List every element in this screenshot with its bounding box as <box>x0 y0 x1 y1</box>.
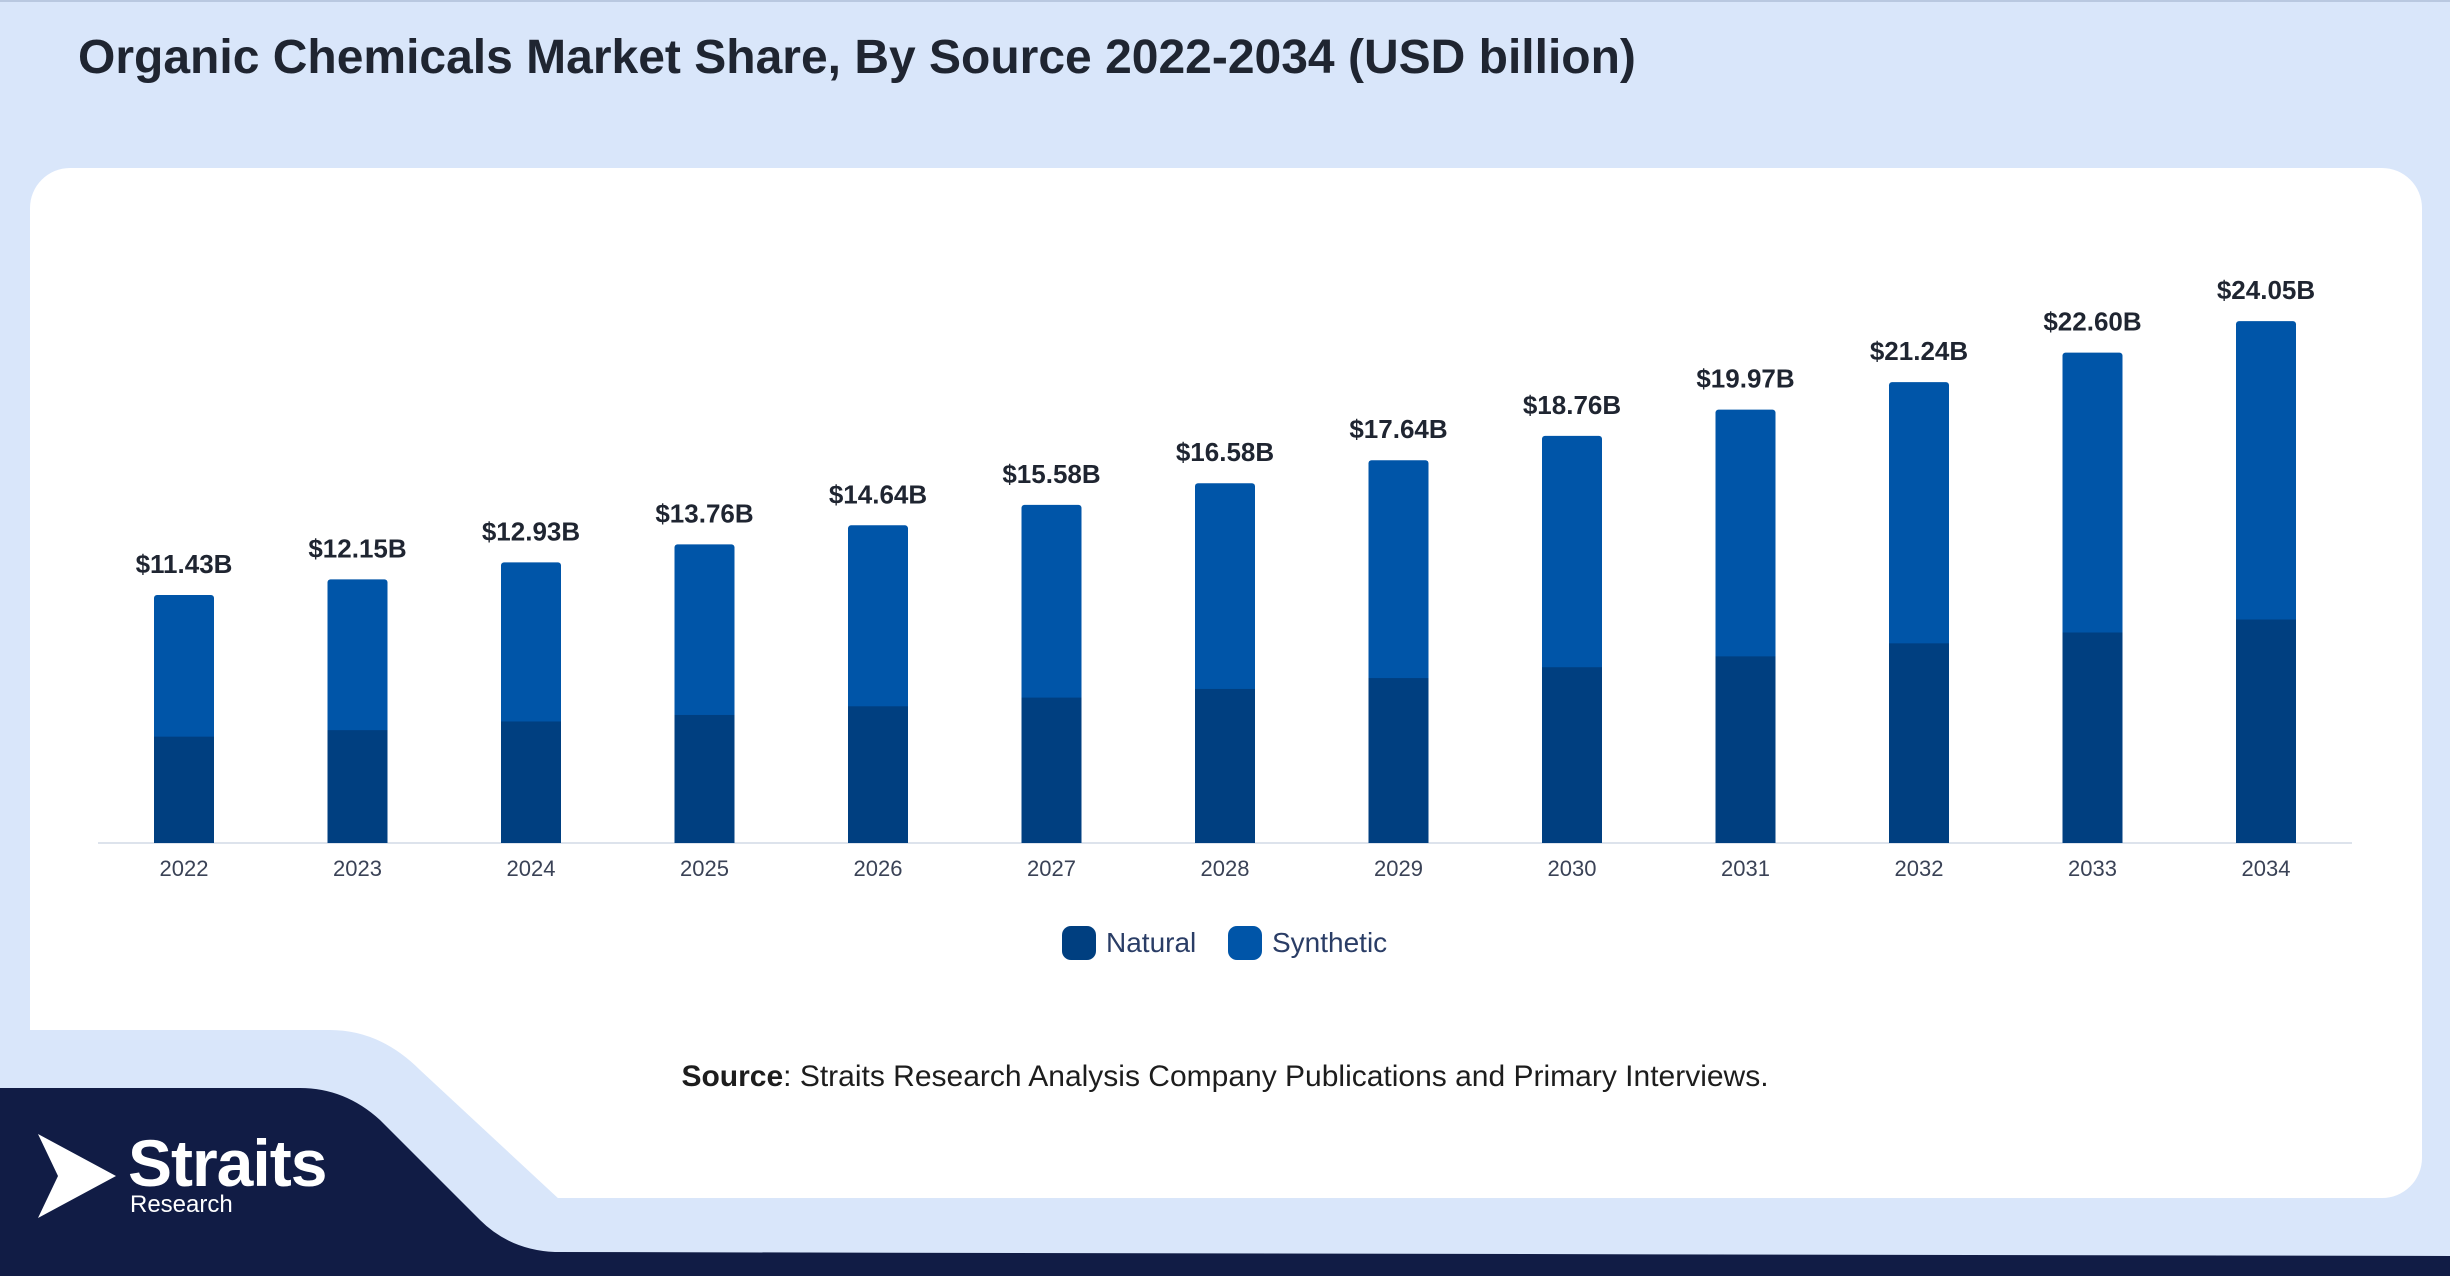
footer-shape <box>0 1088 2450 1276</box>
bar-total-label-2026: $14.64B <box>829 479 927 509</box>
legend-label-synthetic: Synthetic <box>1272 927 1387 958</box>
bar-total-label-2031: $19.97B <box>1696 364 1794 394</box>
bar-synthetic-2034 <box>2236 321 2296 624</box>
x-tick-label-2034: 2034 <box>2242 856 2291 881</box>
x-tick-label-2029: 2029 <box>1374 856 1423 881</box>
bar-natural-2029 <box>1368 678 1429 843</box>
bar-synthetic-2029 <box>1368 460 1429 683</box>
x-tick-label-2033: 2033 <box>2068 856 2117 881</box>
bar-total-label-2034: $24.05B <box>2217 275 2315 305</box>
bar-natural-2025 <box>674 714 735 843</box>
bar-total-label-2025: $13.76B <box>655 498 753 528</box>
bar-total-label-2033: $22.60B <box>2043 307 2141 337</box>
bar-total-label-2032: $21.24B <box>1870 336 1968 366</box>
bar-natural-2031 <box>1715 656 1776 843</box>
bar-synthetic-2023 <box>327 579 388 735</box>
straits-arrow-icon <box>38 1134 116 1218</box>
bar-total-label-2028: $16.58B <box>1176 437 1274 467</box>
bar-total-label-2027: $15.58B <box>1002 459 1100 489</box>
bar-natural-2022 <box>154 736 214 843</box>
page-title: Organic Chemicals Market Share, By Sourc… <box>78 31 1636 84</box>
source-label: Source <box>681 1060 784 1093</box>
x-tick-label-2023: 2023 <box>333 856 382 881</box>
bar-natural-2026 <box>848 706 908 843</box>
bar-total-label-2029: $17.64B <box>1349 414 1447 444</box>
brand-name: Straits <box>128 1126 327 1200</box>
x-tick-label-2025: 2025 <box>680 856 729 881</box>
bar-natural-2034 <box>2236 619 2296 843</box>
bar-synthetic-2032 <box>1889 382 1949 648</box>
x-tick-label-2032: 2032 <box>1895 856 1944 881</box>
brand-logo: Straits Research <box>36 1128 356 1228</box>
legend-swatch-natural <box>1062 926 1096 960</box>
bar-total-label-2030: $18.76B <box>1523 390 1621 420</box>
bar-synthetic-2025 <box>674 544 735 719</box>
bar-natural-2024 <box>501 721 561 843</box>
bar-natural-2028 <box>1195 688 1255 843</box>
bar-natural-2032 <box>1889 643 1949 843</box>
bar-value-labels: $11.43B $12.15B $12.93B $13.76B $14.64B $15.5… <box>136 275 2316 579</box>
bar-natural-2023 <box>327 730 388 843</box>
bar-synthetic-2027 <box>1021 504 1082 702</box>
x-tick-label-2024: 2024 <box>507 856 556 881</box>
x-tick-label-2030: 2030 <box>1548 856 1597 881</box>
bar-synthetic-2033 <box>2062 352 2123 637</box>
legend-swatch-synthetic <box>1228 926 1262 960</box>
bar-synthetic-2022 <box>154 594 214 741</box>
bar-synthetic-2030 <box>1542 435 1602 672</box>
bar-total-label-2024: $12.93B <box>482 516 580 546</box>
x-tick-label-2028: 2028 <box>1201 856 1250 881</box>
bar-natural-2030 <box>1542 667 1602 843</box>
brand-subtitle: Research <box>130 1191 233 1218</box>
source-text: : Straits Research Analysis Company Publ… <box>783 1060 1769 1093</box>
x-tick-label-2022: 2022 <box>160 856 209 881</box>
x-axis-ticks: 2022 2023 2024 2025 2026 2027 2028 2029 2030 2031… <box>160 856 2291 881</box>
bar-total-label-2023: $12.15B <box>308 533 406 563</box>
legend-label-natural: Natural <box>1106 927 1196 958</box>
x-tick-label-2026: 2026 <box>854 856 903 881</box>
legend: Natural Synthetic <box>1062 926 1387 960</box>
bar-total-label-2022: $11.43B <box>136 549 233 579</box>
bar-synthetic-2026 <box>848 525 908 711</box>
bar-synthetic-2024 <box>501 562 561 726</box>
x-tick-label-2027: 2027 <box>1027 856 1076 881</box>
bar-natural-2033 <box>2062 632 2123 843</box>
bars-layer <box>154 321 2296 843</box>
source-note: Source: Straits Research Analysis Compan… <box>0 1060 2450 1094</box>
bar-synthetic-2031 <box>1715 409 1776 661</box>
bar-synthetic-2028 <box>1195 483 1255 693</box>
bar-natural-2027 <box>1021 697 1082 843</box>
x-tick-label-2031: 2031 <box>1721 856 1770 881</box>
